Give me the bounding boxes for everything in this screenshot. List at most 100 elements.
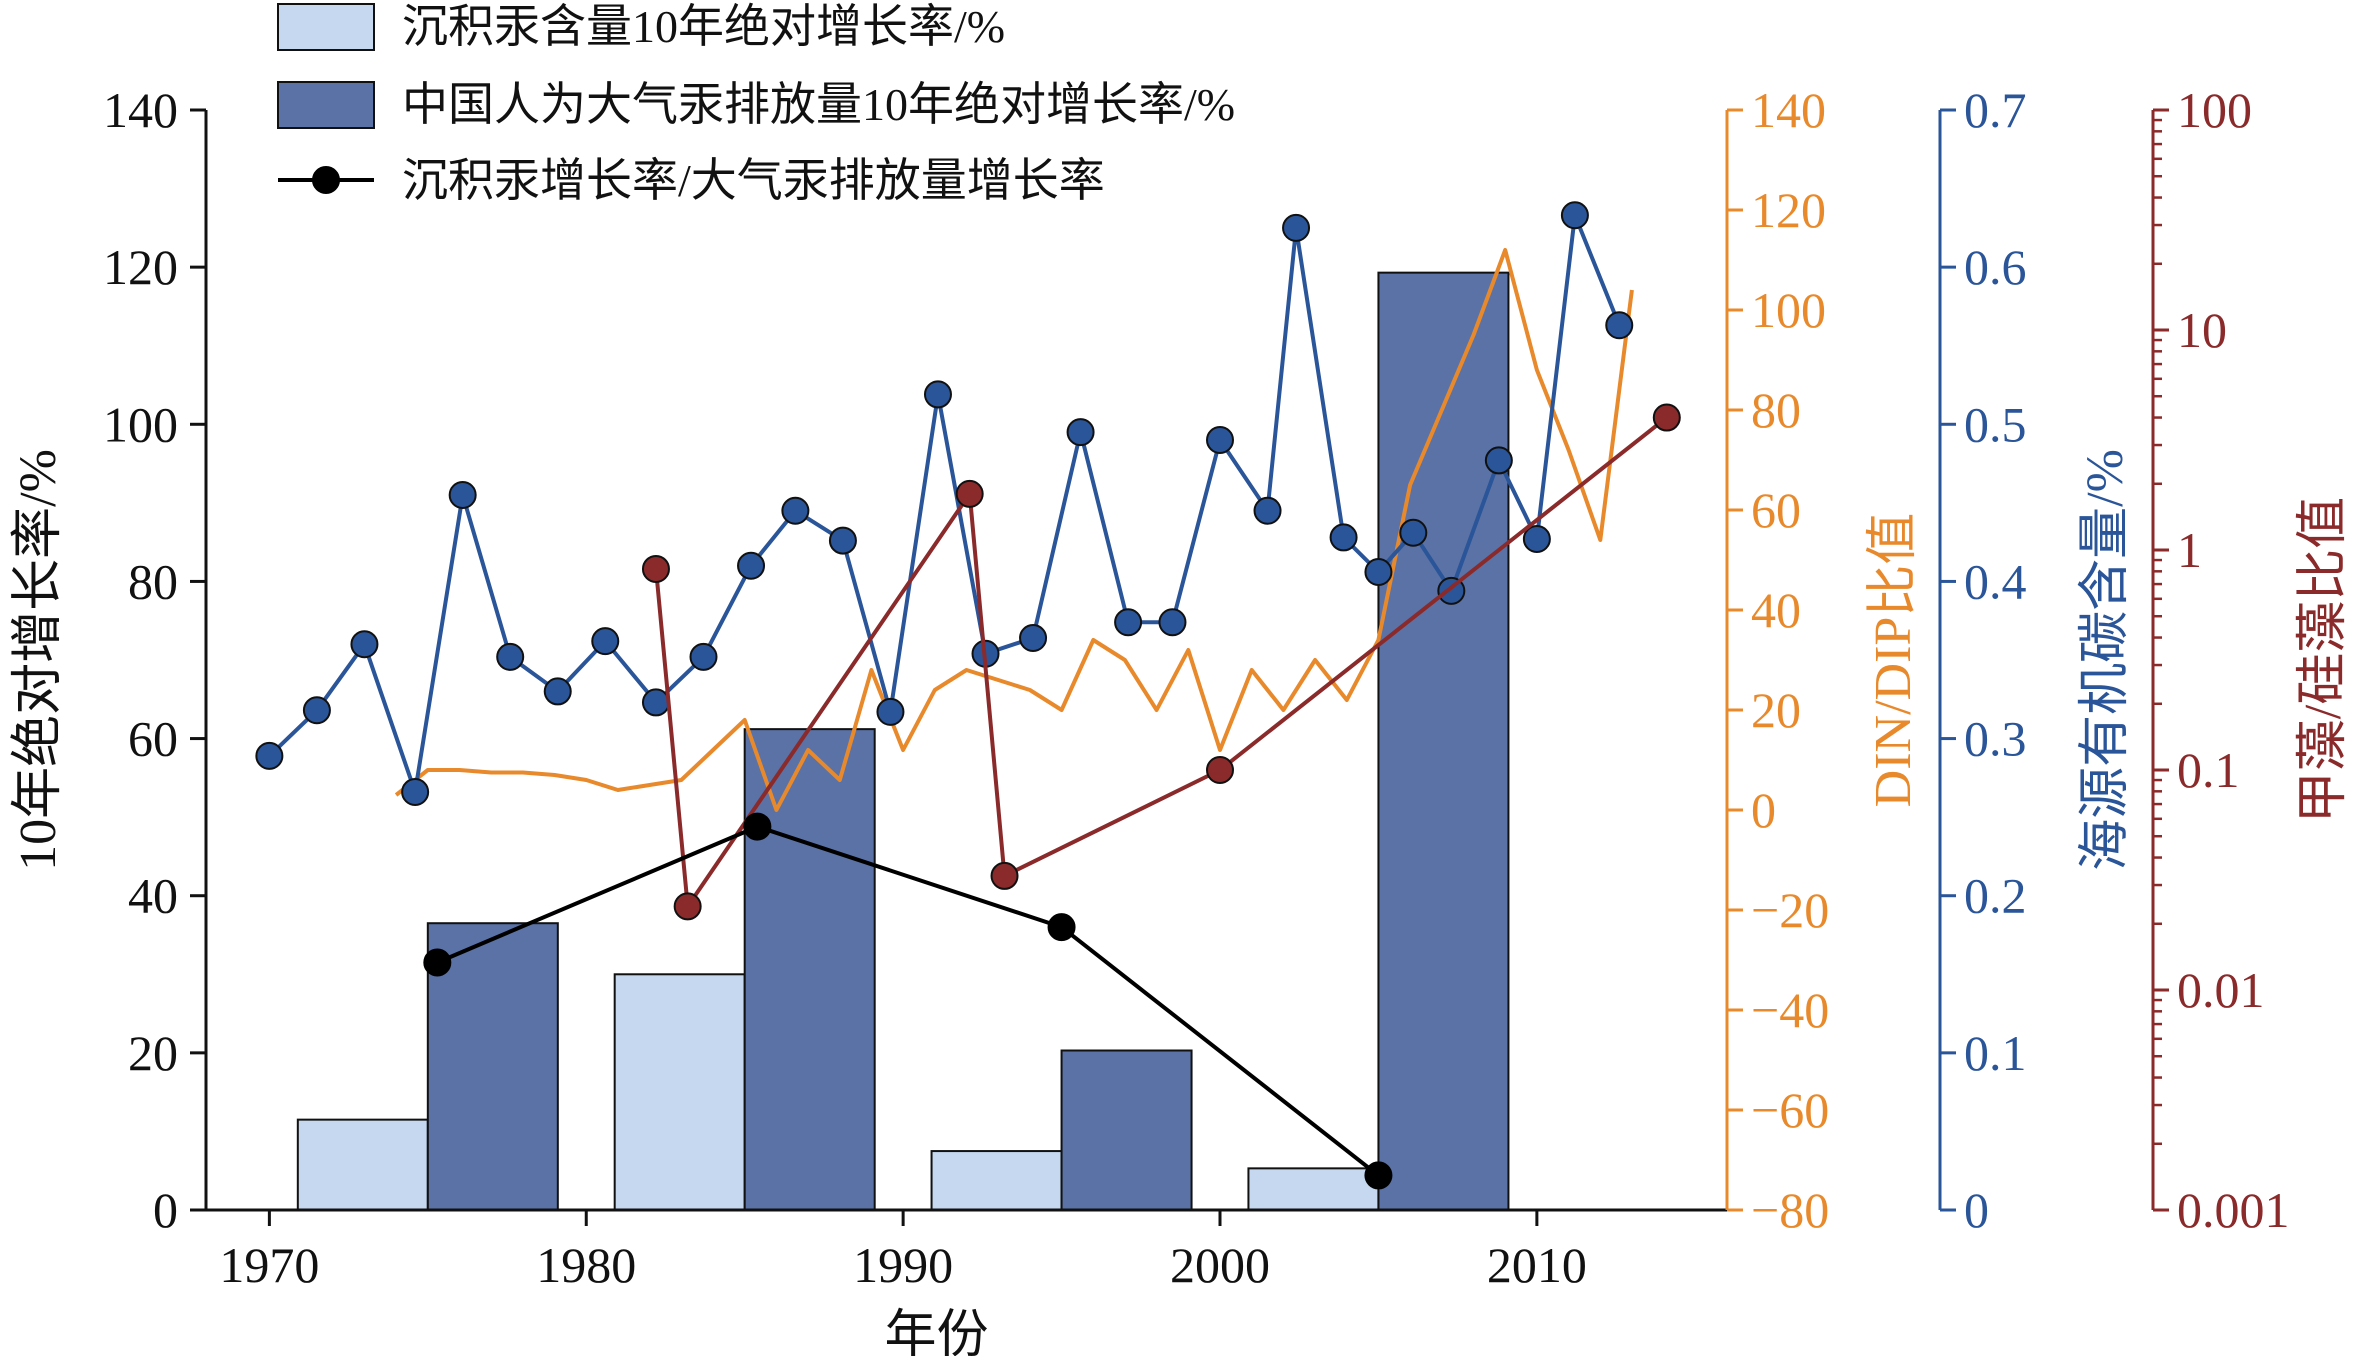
dino-diatom-point-6 (1652, 403, 1681, 432)
dino-diatom-axis-title: 甲藻/硅藻比值 (2295, 497, 2352, 823)
left-y-tick-label-0: 0 (153, 1182, 178, 1238)
dino-diatom-point-5 (1206, 756, 1234, 784)
toc-point-9 (641, 688, 670, 717)
bar-emission-hg-1 (426, 922, 559, 1211)
left-y-tick-label-120: 120 (103, 239, 178, 295)
toc-point-4 (401, 778, 430, 806)
dino-diatom-tick-label-2: 0.01 (2177, 962, 2265, 1018)
hg-ratio-point-2 (743, 812, 772, 841)
left-y-axis-title: 10年绝对增长率/% (10, 449, 67, 871)
legend-swatch-emission-hg (277, 81, 375, 129)
din-dip-tick-label-6: 20 (1751, 682, 1801, 738)
toc-tick-label-1: 0 (1964, 1182, 1989, 1238)
bar-sediment-hg-4 (1247, 1167, 1380, 1212)
toc-point-11 (737, 551, 766, 580)
toc-point-3 (350, 630, 379, 659)
dino-diatom-point-2 (673, 892, 702, 921)
dino-diatom-tick-label-3: 0.1 (2177, 742, 2240, 798)
din-dip-tick-label-7: 40 (1751, 582, 1801, 638)
din-dip-tick-label-2: −60 (1751, 1082, 1829, 1138)
toc-point-2 (302, 696, 331, 725)
din-dip-axis-title: DIN/DIP比值 (1865, 513, 1922, 808)
x-axis-title: 年份 (884, 1307, 988, 1356)
left-y-tick-label-40: 40 (128, 868, 178, 924)
dino-diatom-series-line (654, 415, 1669, 909)
toc-point-25 (1364, 558, 1393, 586)
left-y-tick-label-100: 100 (103, 396, 178, 452)
legend: 沉积汞含量10年绝对增长率/% 中国人为大气汞排放量10年绝对增长率/% 沉积汞增长… (277, 1, 1235, 206)
din-dip-tick-label-10: 100 (1751, 282, 1826, 338)
left-y-tick-label-140: 140 (103, 82, 178, 138)
dino-diatom-point-4 (990, 861, 1019, 890)
toc-tick-label-8: 0.7 (1964, 82, 2027, 138)
legend-swatch-hg-ratio-marker (312, 166, 340, 194)
x-tick-label-1990: 1990 (853, 1237, 953, 1293)
din-dip-tick-label-12: 140 (1751, 82, 1826, 138)
toc-tick-label-6: 0.5 (1964, 396, 2027, 452)
toc-tick-label-3: 0.2 (1964, 868, 2027, 924)
legend-swatch-sediment-hg (277, 3, 375, 51)
x-tick-label-1980: 1980 (536, 1237, 636, 1293)
bar-sediment-hg-2 (613, 973, 746, 1211)
hg-ratio-series-line (436, 824, 1380, 1177)
toc-point-13 (828, 526, 857, 555)
hg-ratio-point-4 (1364, 1161, 1393, 1190)
legend-label-sediment-hg: 沉积汞含量10年绝对增长率/% (402, 1, 1005, 52)
x-tick-label-2010: 2010 (1487, 1237, 1587, 1293)
toc-point-5 (448, 481, 477, 509)
toc-point-15 (923, 380, 952, 409)
toc-point-28 (1484, 446, 1513, 475)
dino-diatom-point-3 (955, 479, 984, 508)
left-y-tick-label-60: 60 (128, 711, 178, 767)
dino-diatom-point-1 (641, 554, 670, 583)
toc-point-21 (1206, 426, 1234, 454)
toc-tick-label-7: 0.6 (1964, 239, 2027, 295)
line-layer (255, 201, 1681, 1190)
toc-point-1 (255, 741, 284, 770)
bar-layer (296, 271, 1510, 1212)
toc-point-20 (1158, 608, 1187, 637)
toc-point-22 (1253, 496, 1282, 525)
din-dip-tick-label-4: −20 (1751, 882, 1829, 938)
hg-ratio-point-3 (1047, 913, 1076, 942)
din-dip-tick-label-9: 80 (1751, 382, 1801, 438)
toc-point-17 (1019, 624, 1048, 652)
axes-layer: 1970 1980 1990 2000 2010年份020406080100120140… (10, 82, 2352, 1361)
din-dip-tick-label-5: 0 (1751, 782, 1776, 838)
dino-diatom-tick-label-5: 10 (2177, 302, 2227, 358)
bar-emission-hg-3 (1060, 1049, 1193, 1211)
din-dip-tick-label-1: −80 (1751, 1182, 1829, 1238)
hg-ratio-point-1 (423, 948, 452, 977)
toc-point-7 (543, 677, 572, 706)
toc-tick-label-2: 0.1 (1964, 1025, 2027, 1081)
din-dip-tick-label-11: 120 (1751, 182, 1826, 238)
dino-diatom-tick-label-1: 0.001 (2177, 1182, 2290, 1238)
bar-emission-hg-2 (743, 728, 876, 1212)
toc-point-6 (496, 642, 525, 671)
toc-tick-label-5: 0.4 (1964, 553, 2027, 609)
din-dip-tick-label-8: 60 (1751, 482, 1801, 538)
bar-emission-hg-4 (1377, 271, 1510, 1211)
toc-axis-title: 海源有机碳含量/% (2077, 449, 2134, 871)
toc-point-8 (591, 627, 620, 656)
toc-point-14 (876, 697, 905, 726)
toc-point-24 (1329, 523, 1358, 552)
din-dip-series-line (394, 248, 1634, 812)
legend-label-emission-hg: 中国人为大气汞排放量10年绝对增长率/% (402, 79, 1235, 130)
din-dip-tick-label-3: −40 (1751, 982, 1829, 1038)
x-tick-label-1970: 1970 (219, 1237, 319, 1293)
toc-point-26 (1399, 518, 1428, 547)
bar-sediment-hg-1 (296, 1118, 429, 1211)
toc-point-30 (1560, 201, 1589, 230)
left-y-tick-label-20: 20 (128, 1025, 178, 1081)
toc-point-29 (1522, 525, 1551, 553)
left-y-tick-label-80: 80 (128, 553, 178, 609)
toc-tick-label-4: 0.3 (1964, 711, 2027, 767)
toc-point-18 (1066, 418, 1095, 447)
x-tick-label-2000: 2000 (1170, 1237, 1270, 1293)
toc-point-12 (781, 496, 810, 525)
legend-label-hg-ratio: 沉积汞增长率/大气汞排放量增长率 (402, 155, 1105, 206)
toc-point-10 (689, 642, 718, 671)
